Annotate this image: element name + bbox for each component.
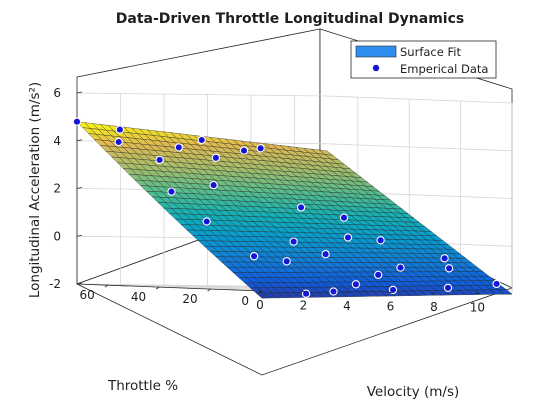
throttle-tick-mark [207,288,211,292]
throttle-tick-mark [104,284,109,288]
accel-tick-label: 6 [53,86,61,100]
grid-accel-6 [76,92,513,104]
data-point-7 [174,143,183,152]
data-point-26 [492,279,501,289]
data-point-29 [388,285,398,295]
velocity-tick-label: 4 [343,299,351,313]
throttle-tick-label: 20 [182,292,197,306]
data-point-8 [211,153,221,162]
throttle-tick-mark [258,290,263,294]
data-point-4 [167,187,176,196]
data-point-2 [115,125,125,134]
accel-tick-mark [76,282,83,285]
velocity-tick-label: 10 [470,301,485,315]
data-point-1 [114,137,123,147]
surface-facet [497,289,513,295]
data-point-17 [343,233,353,242]
data-point-21 [374,270,383,279]
data-point-16 [296,203,306,212]
data-point-19 [376,236,385,245]
chart-title: Data-Driven Throttle Longitudinal Dynami… [116,11,464,27]
velocity-axis-label: Velocity (m/s) [367,384,460,400]
accel-tick-label: -2 [49,277,61,291]
data-point-14 [289,237,298,246]
data-point-9 [197,135,206,145]
throttle-tick-mark [156,286,160,290]
legend: Surface Fit Emperical Data [350,40,497,79]
data-point-13 [282,257,291,266]
data-point-5 [209,180,218,190]
data-point-28 [329,287,338,296]
accel-tick-label: 2 [53,182,61,196]
legend-surface-label: Surface Fit [400,45,461,59]
data-point-0 [72,117,82,126]
velocity-tick-label: 0 [256,298,264,312]
throttle-axis-label: Throttle % [107,378,178,394]
accel-tick-mark [76,91,83,94]
data-point-10 [239,146,249,155]
legend-data-label: Emperical Data [400,62,488,76]
data-point-6 [202,217,211,226]
data-point-18 [339,213,349,222]
data-point-12 [249,252,259,261]
throttle-tick-label: 60 [80,288,95,302]
data-point-23 [443,283,453,293]
data-point-20 [351,280,361,289]
data-point-22 [396,263,405,272]
data-point-15 [321,250,330,259]
velocity-tick-label: 8 [430,300,438,314]
throttle-tick-label: 40 [131,290,146,304]
legend-data-marker [372,64,380,72]
data-point-25 [440,254,449,263]
accel-tick-mark [76,187,83,189]
surface-fit [76,121,513,299]
velocity-tick-label: 2 [300,299,308,313]
tick-labels: 0 2 4 6 8 10 0 20 40 60 -2 0 2 4 6 [49,86,485,315]
data-point-3 [155,155,164,165]
accel-tick-label: 0 [53,229,61,243]
empirical-data-points [72,117,501,298]
throttle-tick-label: 0 [241,294,249,308]
accel-tick-label: 4 [53,134,61,148]
data-point-11 [256,144,265,153]
legend-surface-swatch [355,45,397,58]
data-point-24 [444,264,454,273]
accel-tick-mark [76,139,83,142]
acceleration-axis-label: Longitudinal Acceleration (m/s²) [27,82,43,298]
velocity-tick-label: 6 [387,300,395,314]
accel-tick-mark [76,234,83,237]
